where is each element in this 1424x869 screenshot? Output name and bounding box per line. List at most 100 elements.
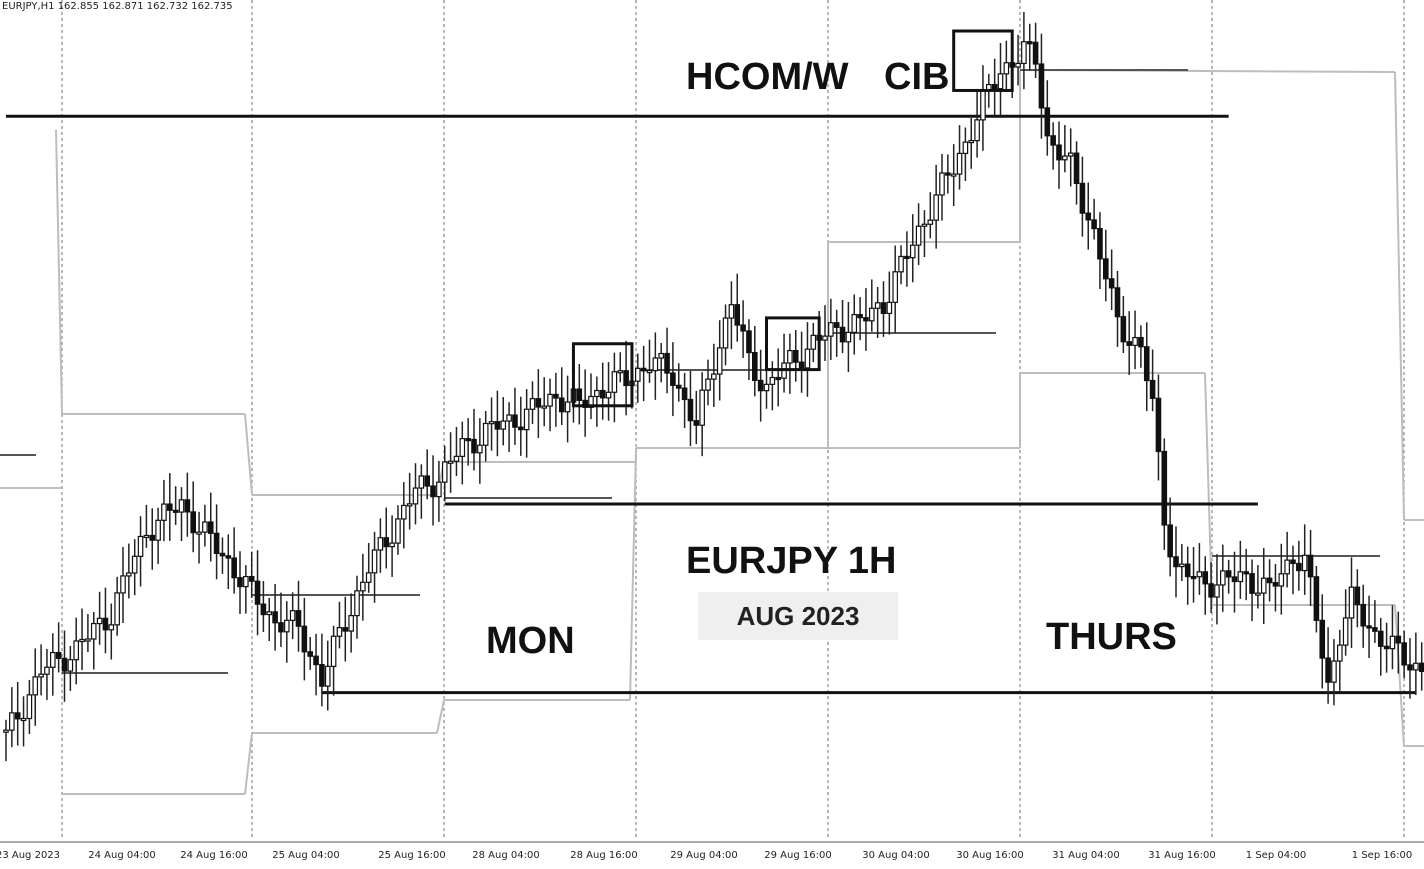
candle-body-235 [1377, 630, 1384, 647]
candle-body-2 [14, 712, 21, 720]
candle-142 [833, 309, 840, 357]
candle-11 [67, 645, 74, 691]
candle-9 [55, 622, 62, 673]
candle-18 [108, 603, 115, 660]
candle-125 [734, 273, 741, 342]
candle-68 [401, 482, 407, 549]
candle-body-216 [1266, 577, 1273, 584]
candle-body-152 [892, 271, 899, 303]
candle-body-220 [1290, 559, 1296, 565]
candle-body-4 [26, 694, 33, 720]
highlight-box-2 [952, 29, 1014, 92]
candle-180 [1056, 121, 1062, 189]
candle-238 [1395, 611, 1402, 674]
candle-31 [184, 472, 191, 537]
candle-224 [1313, 565, 1320, 633]
candle-184 [1079, 156, 1086, 237]
candle-240 [1407, 638, 1413, 699]
highlight-box-0 [571, 342, 634, 408]
candle-205 [1202, 556, 1209, 615]
candle-87 [512, 387, 518, 445]
annotation-thurs: THURS [1046, 616, 1177, 658]
candle-118 [693, 390, 700, 445]
candle-140 [822, 305, 828, 361]
candle-body-185 [1085, 212, 1092, 221]
candle-88 [517, 396, 524, 456]
candle-body-70 [412, 487, 419, 505]
candle-76 [447, 432, 454, 493]
candle-157 [921, 210, 928, 258]
candle-78 [459, 421, 466, 485]
candle-25 [149, 508, 156, 570]
x-tick-label-14: 1 Sep 16:00 [1352, 850, 1412, 861]
candle-197 [1155, 374, 1162, 481]
candle-body-81 [477, 444, 483, 454]
candle-body-177 [1038, 63, 1045, 109]
candle-body-9 [55, 651, 62, 659]
candle-214 [1255, 565, 1261, 609]
candle-body-14 [85, 638, 91, 642]
candle-96 [564, 375, 571, 443]
candle-body-24 [143, 534, 150, 539]
candle-body-15 [90, 622, 97, 640]
candle-151 [886, 271, 893, 335]
candle-101 [594, 376, 600, 427]
candle-body-11 [67, 659, 74, 672]
highlight-boxes [571, 29, 1014, 408]
candle-body-179 [1050, 135, 1056, 146]
candle-body-60 [354, 590, 360, 617]
candle-body-229 [1342, 617, 1349, 646]
candle-154 [904, 231, 910, 287]
candle-111 [652, 332, 659, 400]
candle-63 [371, 531, 378, 603]
candle-body-87 [512, 414, 518, 428]
candle-187 [1097, 212, 1103, 289]
candle-203 [1190, 547, 1197, 603]
candle-10 [61, 630, 68, 702]
candle-1 [9, 687, 15, 748]
candle-body-25 [149, 534, 156, 541]
x-tick-label-1: 24 Aug 04:00 [88, 850, 155, 861]
x-tick-label-7: 29 Aug 04:00 [670, 850, 737, 861]
candle-29 [172, 486, 179, 525]
candle-body-43 [254, 580, 261, 605]
candle-218 [1278, 543, 1285, 615]
candle-228 [1336, 629, 1343, 691]
candle-121 [711, 343, 717, 407]
candle-body-26 [155, 519, 161, 541]
candle-body-140 [822, 335, 828, 341]
candle-body-18 [108, 624, 115, 631]
candle-156 [915, 203, 922, 266]
candle-100 [588, 373, 594, 420]
candle-86 [506, 402, 512, 453]
candle-73 [430, 455, 436, 526]
candle-body-207 [1214, 584, 1220, 598]
highlight-box-1 [765, 316, 821, 372]
candle-188 [1102, 229, 1109, 302]
candle-body-65 [383, 537, 390, 548]
candle-77 [453, 426, 460, 477]
candle-body-145 [851, 313, 858, 333]
candle-body-112 [658, 352, 665, 359]
candle-49 [289, 592, 296, 640]
candle-92 [541, 377, 548, 427]
candle-body-198 [1161, 450, 1168, 526]
candle-174 [1021, 11, 1027, 90]
candle-body-242 [1418, 662, 1424, 673]
candle-body-151 [886, 301, 893, 315]
candle-body-169 [991, 83, 998, 90]
candle-198 [1161, 438, 1168, 550]
candle-39 [231, 527, 237, 594]
envelope-segment-25 [1394, 604, 1405, 747]
candle-body-61 [360, 581, 366, 592]
candle-159 [933, 164, 939, 249]
candle-219 [1284, 531, 1290, 588]
candle-body-6 [38, 673, 44, 678]
candle-36 [213, 504, 220, 580]
candle-body-184 [1079, 182, 1086, 214]
candle-229 [1342, 589, 1349, 656]
candle-body-203 [1190, 576, 1197, 580]
candle-body-47 [278, 622, 284, 633]
candle-body-137 [804, 348, 811, 369]
candle-60 [354, 575, 360, 639]
